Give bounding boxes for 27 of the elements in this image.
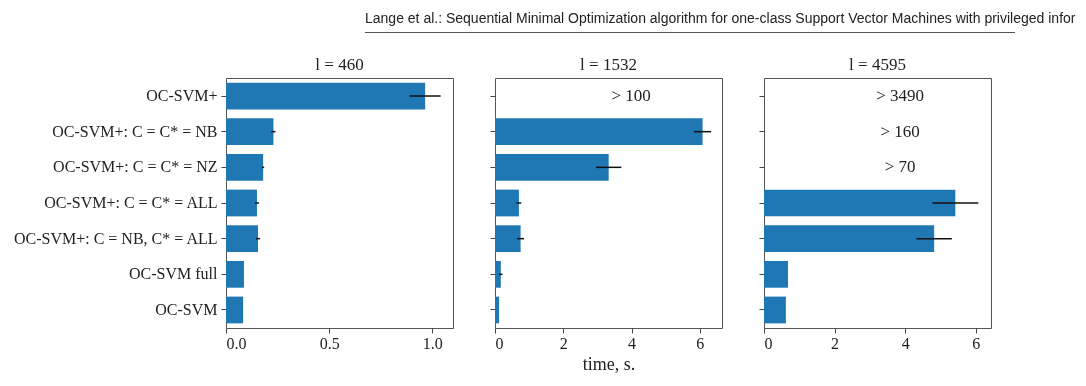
y-tick-label: OC-SVM+: C = C* = ALL bbox=[44, 194, 218, 211]
x-tick-label: 6 bbox=[972, 334, 981, 352]
annotation: > 3490 bbox=[876, 86, 925, 106]
x-tick-label: 0 bbox=[764, 334, 773, 352]
x-tick-label: 6 bbox=[696, 334, 705, 352]
x-tick-label: 0.5 bbox=[319, 334, 340, 352]
annotation: > 70 bbox=[884, 157, 916, 177]
x-tick-label: 2 bbox=[559, 334, 568, 352]
annotation: > 100 bbox=[611, 86, 651, 106]
chart-title: l = 460 bbox=[315, 55, 364, 74]
chart-title: l = 1532 bbox=[580, 55, 637, 74]
y-tick-label: OC-SVM full bbox=[129, 265, 219, 283]
x-tick-label: 2 bbox=[831, 334, 840, 352]
y-tick-label: OC-SVM bbox=[155, 300, 218, 318]
x-tick-label: 0.0 bbox=[226, 334, 247, 352]
y-tick-label: OC-SVM+: C = NB, C* = ALL bbox=[13, 229, 218, 247]
x-tick-label: 4 bbox=[901, 334, 910, 352]
chart-title: l = 4595 bbox=[849, 55, 906, 74]
annotation: > 160 bbox=[880, 121, 920, 141]
text: Lange et al.: Sequential Minimal Optimization algorithm for one-class Support Vector Machines with privileged infor bbox=[365, 10, 1076, 26]
x-tick-label: 4 bbox=[628, 334, 637, 352]
x-tick-label: 0 bbox=[495, 334, 504, 352]
x-axis-title: time, s. bbox=[582, 353, 636, 374]
x-tick-label: 1.0 bbox=[422, 334, 443, 352]
y-tick-label: OC-SVM+: C = C* = NB bbox=[52, 122, 218, 140]
y-tick-label: OC-SVM+ bbox=[146, 87, 218, 105]
y-tick-label: OC-SVM+: C = C* = NZ bbox=[53, 158, 218, 176]
